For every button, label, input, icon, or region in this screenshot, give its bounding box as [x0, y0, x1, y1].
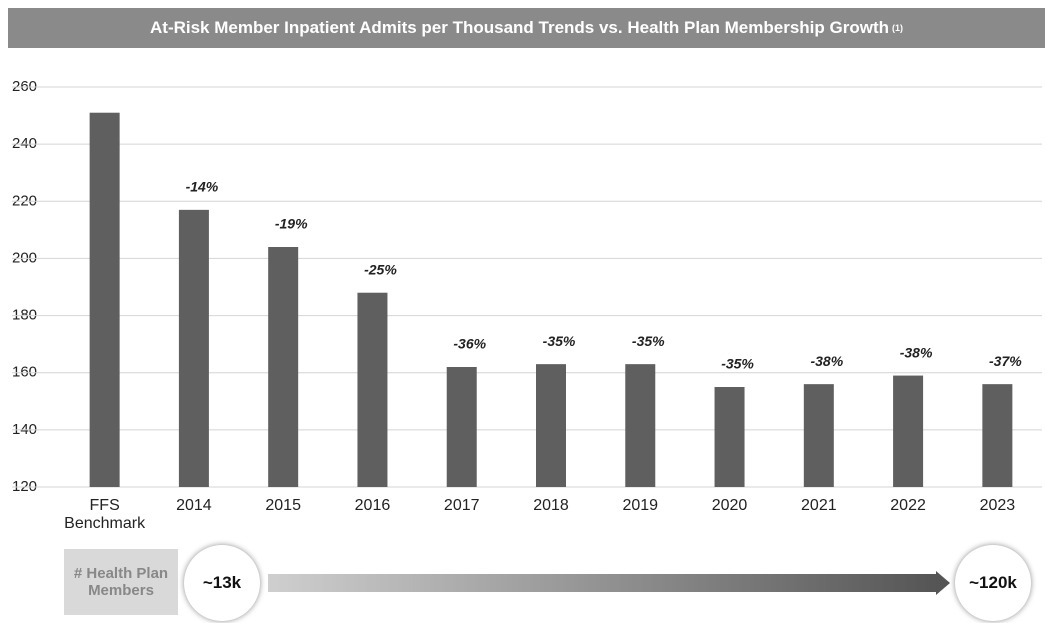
x-tick-label: 2022	[890, 497, 926, 514]
growth-arrow	[268, 574, 938, 592]
bar	[803, 384, 834, 487]
title-bar: At-Risk Member Inpatient Admits per Thou…	[8, 8, 1045, 48]
membership-start: ~13k	[184, 545, 260, 621]
bar	[89, 112, 120, 487]
bar	[357, 292, 388, 487]
bar	[446, 367, 477, 487]
change-annotation: -35%	[632, 333, 665, 349]
bar	[714, 387, 745, 487]
x-tick-label: 2020	[711, 497, 748, 514]
membership-end: ~120k	[955, 545, 1031, 621]
change-annotation: -38%	[810, 353, 843, 369]
x-tick-label: 2014	[176, 497, 212, 514]
y-tick-label: 120	[12, 478, 37, 495]
x-tick-label: 2016	[354, 497, 391, 514]
x-tick-label: 2018	[533, 497, 569, 514]
x-tick-label: 2023	[979, 497, 1016, 514]
y-tick-label: 240	[12, 135, 37, 152]
bar	[625, 364, 656, 487]
title-note: (1)	[892, 23, 903, 33]
x-tick-label: 2017	[443, 497, 480, 514]
x-tick-label: 2021	[801, 497, 837, 514]
change-annotation: -36%	[453, 336, 486, 352]
growth-arrowhead	[936, 571, 950, 595]
y-tick-label: 260	[12, 78, 37, 95]
bar	[178, 209, 209, 487]
change-annotation: -35%	[721, 356, 754, 372]
membership-label: # Health Plan Members	[64, 549, 178, 615]
change-annotation: -19%	[275, 216, 308, 232]
change-annotation: -25%	[364, 261, 397, 277]
x-tick-label: 2015	[265, 497, 301, 514]
bar	[268, 247, 299, 487]
change-annotation: -38%	[900, 344, 933, 360]
bar	[982, 384, 1013, 487]
y-tick-label: 160	[12, 364, 37, 381]
y-tick-label: 200	[12, 249, 37, 266]
y-tick-label: 180	[12, 307, 37, 324]
bar	[893, 375, 924, 487]
x-tick-label: FFS Benchmark	[64, 497, 146, 532]
change-annotation: -14%	[186, 179, 219, 195]
y-tick-label: 140	[12, 421, 37, 438]
y-tick-label: 220	[12, 192, 37, 209]
bar	[536, 364, 566, 487]
change-annotation: -35%	[543, 333, 576, 349]
x-tick-label: 2019	[622, 497, 659, 514]
change-annotation: -37%	[989, 353, 1022, 369]
chart-title: At-Risk Member Inpatient Admits per Thou…	[150, 18, 889, 37]
